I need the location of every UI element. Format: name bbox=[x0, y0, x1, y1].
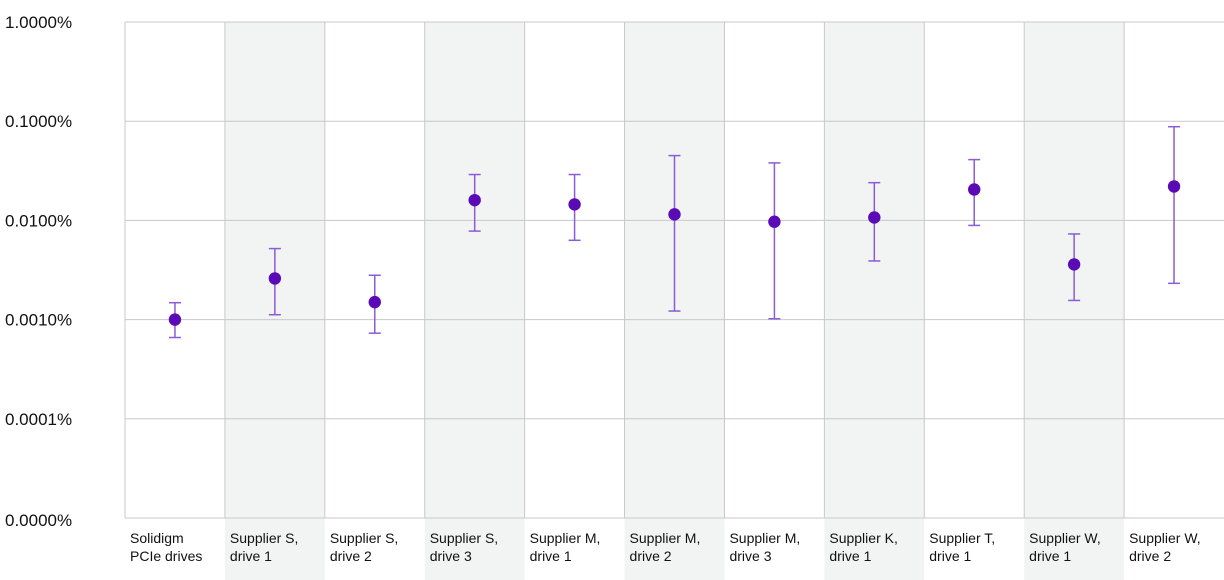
x-axis-ticks: Solidigm PCIe drives Supplier S, drive 1 Sup… bbox=[130, 530, 1201, 564]
data-point-8 bbox=[968, 183, 981, 196]
y-tick-label-2: 0.0100% bbox=[5, 211, 72, 230]
error-bars bbox=[168, 125, 1181, 339]
data-point-9 bbox=[1067, 258, 1081, 271]
x-tick-label-8: Supplier T, drive 1 bbox=[929, 530, 995, 564]
y-tick-label-bottom: 0.0000% bbox=[5, 511, 72, 530]
data-point-6 bbox=[768, 215, 781, 228]
data-point-1 bbox=[268, 272, 282, 285]
x-tick-label-10: Supplier W, drive 2 bbox=[1129, 530, 1201, 564]
y-tick-label-0: 1.0000% bbox=[5, 13, 72, 32]
data-point-4 bbox=[568, 198, 581, 211]
data-point-2 bbox=[368, 295, 381, 309]
error-bar-6 bbox=[768, 162, 781, 320]
x-tick-label-1: Supplier S, drive 1 bbox=[230, 530, 298, 564]
data-point-10 bbox=[1167, 180, 1181, 193]
x-tick-label-7: Supplier K, drive 1 bbox=[829, 530, 897, 564]
error-bar-10 bbox=[1168, 125, 1181, 285]
error-bar-5 bbox=[668, 154, 681, 312]
column-shade-7 bbox=[824, 22, 925, 580]
data-point-3 bbox=[468, 193, 481, 207]
data-points bbox=[168, 180, 1181, 326]
y-tick-label-3: 0.0010% bbox=[5, 311, 72, 330]
y-axis-ticks: 1.0000% 0.1000% 0.0100% 0.0010% 0.0001% 0.000… bbox=[5, 13, 72, 530]
x-tick-label-3: Supplier S, drive 3 bbox=[430, 530, 498, 564]
y-tick-label-1: 0.1000% bbox=[5, 112, 72, 131]
x-tick-label-6: Supplier M, drive 3 bbox=[729, 530, 800, 564]
data-point-5 bbox=[668, 208, 681, 221]
x-tick-label-5: Supplier M, drive 2 bbox=[630, 530, 701, 564]
y-tick-label-4: 0.0001% bbox=[5, 410, 72, 429]
x-tick-label-2: Supplier S, drive 2 bbox=[330, 530, 398, 564]
column-shade-3 bbox=[424, 22, 525, 580]
x-tick-label-4: Supplier M, drive 1 bbox=[530, 530, 601, 564]
x-tick-label-0: Solidigm PCIe drives bbox=[130, 530, 202, 564]
data-point-7 bbox=[868, 211, 881, 224]
data-point-0 bbox=[168, 313, 182, 326]
x-tick-label-9: Supplier W, drive 1 bbox=[1029, 530, 1101, 564]
